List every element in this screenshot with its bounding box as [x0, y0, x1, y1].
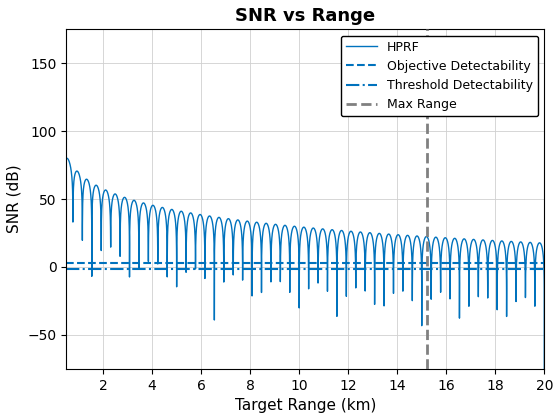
HPRF — [346, 231, 353, 236]
HPRF — [417, 247, 424, 252]
Threshold Detectability — [75, 266, 82, 271]
HPRF — [541, 404, 548, 409]
Objective Detectability — [75, 260, 82, 265]
HPRF — [367, 230, 374, 235]
HPRF — [64, 156, 71, 161]
HPRF — [443, 236, 450, 241]
HPRF — [87, 189, 94, 194]
Title: SNR vs Range: SNR vs Range — [235, 7, 375, 25]
Y-axis label: SNR (dB): SNR (dB) — [7, 165, 22, 234]
Line: HPRF: HPRF — [66, 158, 544, 406]
Max Range — [423, 265, 430, 270]
HPRF — [236, 219, 243, 224]
Legend: HPRF, Objective Detectability, Threshold Detectability, Max Range: HPRF, Objective Detectability, Threshold… — [341, 36, 538, 116]
HPRF — [63, 156, 69, 161]
Max Range — [423, 263, 430, 268]
X-axis label: Target Range (km): Target Range (km) — [235, 398, 376, 413]
Threshold Detectability — [51, 266, 58, 271]
Objective Detectability — [51, 260, 58, 265]
